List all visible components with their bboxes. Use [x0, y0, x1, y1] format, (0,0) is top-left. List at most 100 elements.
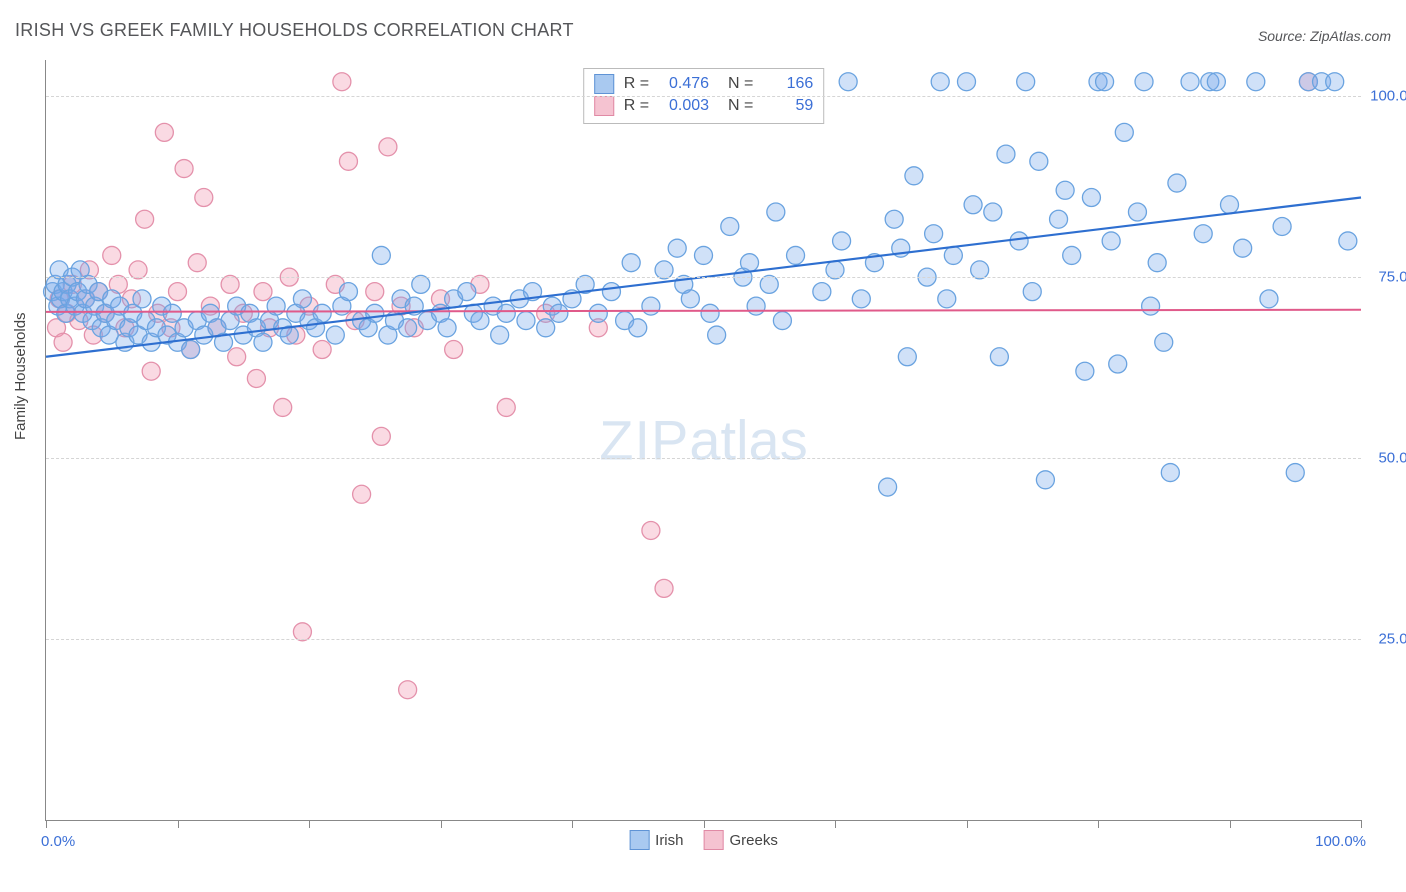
data-point	[1273, 217, 1291, 235]
data-point	[1023, 283, 1041, 301]
data-point	[471, 312, 489, 330]
gridline	[46, 458, 1361, 459]
x-tick	[1230, 820, 1231, 828]
data-point	[293, 290, 311, 308]
data-point	[931, 73, 949, 91]
n-value-greek: 59	[763, 95, 813, 117]
data-point	[898, 348, 916, 366]
data-point	[1115, 123, 1133, 141]
data-point	[1050, 210, 1068, 228]
data-point	[133, 290, 151, 308]
data-point	[458, 283, 476, 301]
data-point	[589, 304, 607, 322]
data-point	[142, 362, 160, 380]
x-axis-max-label: 100.0%	[1315, 833, 1366, 850]
x-tick	[178, 820, 179, 828]
data-point	[1148, 254, 1166, 272]
data-point	[254, 283, 272, 301]
data-point	[372, 246, 390, 264]
data-point	[1128, 203, 1146, 221]
chart-title: IRISH VS GREEK FAMILY HOUSEHOLDS CORRELA…	[15, 20, 574, 41]
data-point	[339, 152, 357, 170]
source-attribution: Source: ZipAtlas.com	[1258, 28, 1391, 44]
data-point	[399, 319, 417, 337]
data-point	[964, 196, 982, 214]
data-point	[1207, 73, 1225, 91]
x-tick	[309, 820, 310, 828]
data-point	[1056, 181, 1074, 199]
data-point	[787, 246, 805, 264]
legend-row-greek: R = 0.003 N = 59	[594, 95, 814, 117]
data-point	[747, 297, 765, 315]
r-value-greek: 0.003	[659, 95, 709, 117]
y-tick-label: 100.0%	[1370, 88, 1406, 105]
chart-svg	[46, 60, 1361, 820]
n-label: N =	[719, 73, 753, 95]
data-point	[681, 290, 699, 308]
n-value-irish: 166	[763, 73, 813, 95]
data-point	[879, 478, 897, 496]
data-point	[195, 189, 213, 207]
data-point	[188, 254, 206, 272]
data-point	[103, 246, 121, 264]
data-point	[925, 225, 943, 243]
swatch-irish	[629, 830, 649, 850]
x-tick	[441, 820, 442, 828]
data-point	[1017, 73, 1035, 91]
data-point	[1168, 174, 1186, 192]
plot-area: ZIPatlas R = 0.476 N = 166 R = 0.003 N =…	[45, 60, 1361, 821]
r-label: R =	[624, 95, 649, 117]
data-point	[741, 254, 759, 272]
data-point	[1142, 297, 1160, 315]
data-point	[1194, 225, 1212, 243]
data-point	[1286, 464, 1304, 482]
data-point	[136, 210, 154, 228]
data-point	[997, 145, 1015, 163]
data-point	[1234, 239, 1252, 257]
data-point	[1221, 196, 1239, 214]
data-point	[958, 73, 976, 91]
swatch-greek	[594, 96, 614, 116]
data-point	[642, 297, 660, 315]
gridline	[46, 639, 1361, 640]
n-label: N =	[719, 95, 753, 117]
data-point	[1030, 152, 1048, 170]
y-axis-label: Family Households	[12, 312, 29, 440]
data-point	[602, 283, 620, 301]
data-point	[247, 369, 265, 387]
data-point	[372, 427, 390, 445]
data-point	[54, 333, 72, 351]
legend-item-greek: Greeks	[703, 830, 777, 850]
data-point	[1155, 333, 1173, 351]
x-tick	[1361, 820, 1362, 828]
r-value-irish: 0.476	[659, 73, 709, 95]
data-point	[445, 341, 463, 359]
data-point	[885, 210, 903, 228]
data-point	[905, 167, 923, 185]
gridline	[46, 96, 1361, 97]
data-point	[1339, 232, 1357, 250]
data-point	[155, 123, 173, 141]
data-point	[1135, 73, 1153, 91]
data-point	[366, 304, 384, 322]
data-point	[642, 521, 660, 539]
x-tick	[1098, 820, 1099, 828]
data-point	[852, 290, 870, 308]
data-point	[833, 232, 851, 250]
data-point	[1260, 290, 1278, 308]
data-point	[721, 217, 739, 235]
data-point	[537, 319, 555, 337]
data-point	[1247, 73, 1265, 91]
data-point	[491, 326, 509, 344]
data-point	[1181, 73, 1199, 91]
data-point	[326, 326, 344, 344]
data-point	[163, 304, 181, 322]
swatch-greek	[703, 830, 723, 850]
data-point	[497, 304, 515, 322]
data-point	[1036, 471, 1054, 489]
data-point	[254, 333, 272, 351]
data-point	[1326, 73, 1344, 91]
data-point	[169, 283, 187, 301]
y-tick-label: 50.0%	[1378, 450, 1406, 467]
data-point	[984, 203, 1002, 221]
